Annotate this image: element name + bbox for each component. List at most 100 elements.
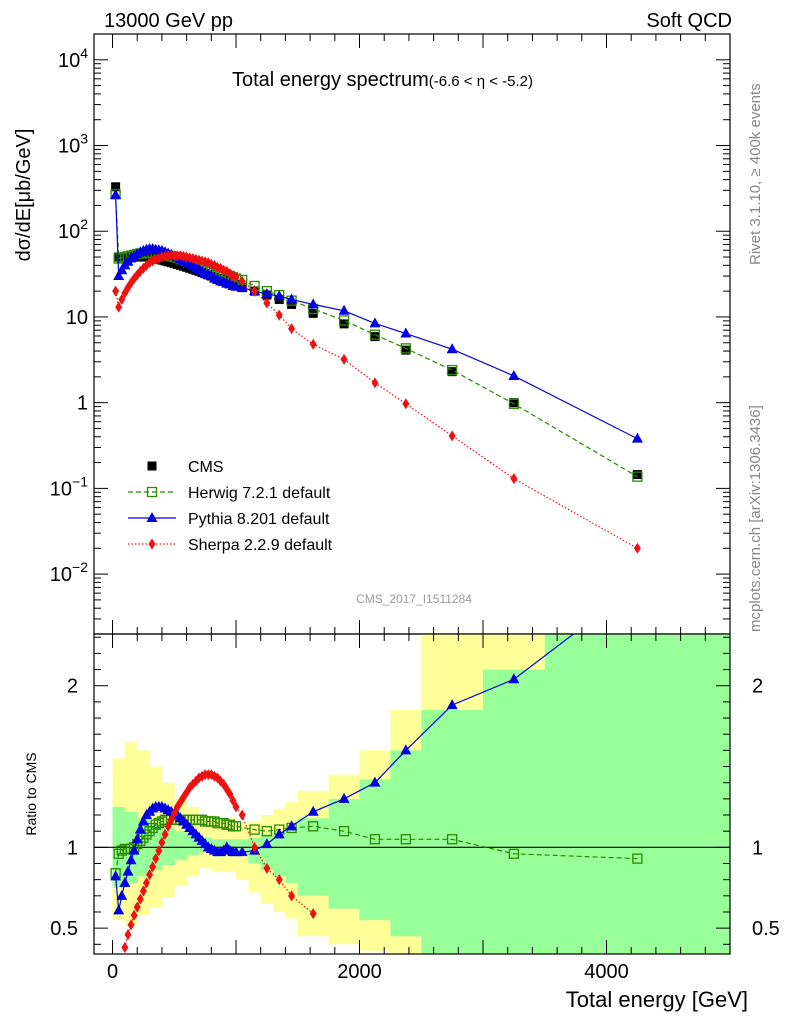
lower-point-1-6 — [128, 844, 140, 855]
lower-point-0-50 — [632, 853, 643, 864]
upper-point-1-48 — [400, 343, 411, 354]
lower-point-1-47 — [369, 776, 381, 787]
lower-point-2-38 — [251, 841, 259, 853]
upper-point-0-47 — [370, 332, 380, 342]
lower-point-2-8 — [146, 869, 154, 881]
upper-point-3-0 — [112, 285, 120, 297]
band-1-bin-17 — [359, 779, 391, 921]
lower-point-0-44 — [308, 821, 319, 832]
lower-point-1-7 — [131, 833, 143, 844]
lower-point-2-14 — [164, 820, 172, 832]
upper-point-3-47 — [371, 377, 379, 389]
x-axis-label: Total energy [GeV] — [566, 987, 748, 1012]
upper-y-tick-label-5: 103 — [58, 131, 88, 158]
lower-point-2-10 — [152, 853, 160, 865]
upper-point-0-51 — [632, 470, 642, 480]
y-axis-label-bottom: Ratio to CMS — [23, 752, 39, 835]
upper-y-ticks: 10−2 10−1 1 10 102 103 104 — [50, 33, 731, 635]
upper-point-2-46 — [338, 304, 350, 315]
band-1-bin-16 — [328, 798, 361, 909]
upper-y-tick-label-3: 10 — [66, 307, 88, 329]
upper-point-2-1 — [113, 270, 125, 281]
lower-point-2-9 — [149, 861, 157, 873]
upper-point-3-2 — [118, 293, 126, 305]
lower-point-1-46 — [338, 792, 350, 803]
rivet-label: Rivet 3.1.10, ≥ 400k events — [747, 83, 764, 265]
upper-point-0-48 — [401, 345, 411, 355]
lower-y-tick-label-right-0: 0.5 — [752, 918, 780, 940]
lower-point-2-5 — [136, 893, 144, 905]
band-1-bin-12 — [260, 834, 274, 870]
upper-point-3-50 — [510, 473, 518, 485]
lower-point-2-6 — [139, 885, 147, 897]
upper-point-3-48 — [402, 398, 410, 410]
lower-point-0-49 — [508, 848, 520, 859]
lower-point-2-3 — [130, 909, 138, 921]
band-1-bin-19 — [421, 709, 484, 954]
lower-point-1-49 — [446, 699, 458, 710]
band-1-bin-13 — [273, 831, 286, 877]
upper-point-2-0 — [110, 188, 122, 199]
lower-point-2-2 — [127, 919, 135, 931]
upper-point-3-49 — [448, 430, 456, 442]
header-left: 13000 GeV pp — [104, 10, 233, 32]
lower-point-1-8 — [134, 823, 146, 834]
upper-point-3-44 — [288, 323, 296, 335]
lower-point-2-13 — [161, 828, 169, 840]
lower-point-0-48 — [446, 834, 458, 845]
lower-point-1-50 — [508, 673, 520, 684]
lower-point-1-5 — [125, 854, 137, 865]
lower-y-tick-label-left-2: 2 — [67, 676, 78, 698]
x-tick-label-1: 2000 — [337, 961, 382, 983]
upper-series-line-2 — [115, 194, 638, 440]
upper-title: Total energy spectrum(-6.6 < η < -5.2) — [232, 69, 533, 91]
lower-point-2-39 — [263, 862, 271, 874]
legend-label-3: Sherpa 2.2.9 default — [188, 537, 333, 554]
upper-point-0-50 — [509, 398, 519, 408]
lower-ticks: 0 2000 4000 0.5 0.5 1 1 2 2 — [50, 634, 780, 983]
lower-frame — [93, 633, 731, 955]
x-tick-label-0: 0 — [107, 961, 118, 983]
lower-point-1-3 — [119, 876, 131, 887]
upper-point-1-50 — [508, 398, 520, 409]
lower-point-0-47 — [400, 834, 411, 845]
legend-label-2: Pythia 8.201 default — [188, 511, 330, 528]
upper-point-3-1 — [115, 301, 123, 313]
lower-point-0-39 — [230, 821, 242, 832]
lower-bands — [112, 634, 730, 954]
lower-point-1-44 — [286, 820, 298, 831]
upper-y-tick-label-0: 10−2 — [50, 559, 88, 586]
lower-point-2-41 — [288, 890, 296, 902]
lower-point-1-9 — [137, 815, 149, 826]
upper-panel: 10−2 10−1 1 10 102 103 104 Total energy spectr… — [13, 33, 731, 635]
lower-point-1-2 — [116, 889, 128, 900]
upper-point-2-48 — [400, 327, 412, 338]
lower-point-2-42 — [309, 908, 317, 920]
band-1-bin-5 — [174, 831, 188, 861]
upper-point-3-42 — [263, 297, 271, 309]
upper-series-line-3 — [115, 255, 638, 549]
analysis-label: CMS_2017_I1511284 — [356, 592, 472, 606]
lower-point-2-0 — [121, 942, 129, 954]
band-1-bin-20 — [483, 669, 546, 954]
legend-marker-1 — [146, 486, 158, 498]
header-right: Soft QCD — [646, 10, 732, 32]
upper-point-2-50 — [508, 369, 520, 380]
lower-point-2-34 — [226, 788, 234, 800]
lower-y-tick-label-right-1: 1 — [752, 837, 763, 859]
mcplots-label: mcplots.cern.ch [arXiv:1306.3436] — [747, 405, 764, 632]
lower-point-2-16 — [170, 807, 178, 819]
upper-point-1-47 — [369, 329, 381, 340]
lower-point-0-10 — [141, 829, 152, 840]
upper-point-2-51 — [631, 432, 643, 443]
band-1-bin-15 — [297, 818, 330, 896]
lower-point-0-40 — [249, 824, 260, 835]
upper-y-tick-label-1: 10−1 — [50, 473, 88, 500]
lower-point-2-4 — [133, 901, 141, 913]
lower-point-2-12 — [158, 836, 166, 848]
upper-point-1-46 — [338, 315, 350, 326]
upper-point-3-43 — [275, 309, 283, 321]
upper-point-2-42 — [261, 288, 273, 299]
legend-marker-2 — [146, 512, 158, 522]
